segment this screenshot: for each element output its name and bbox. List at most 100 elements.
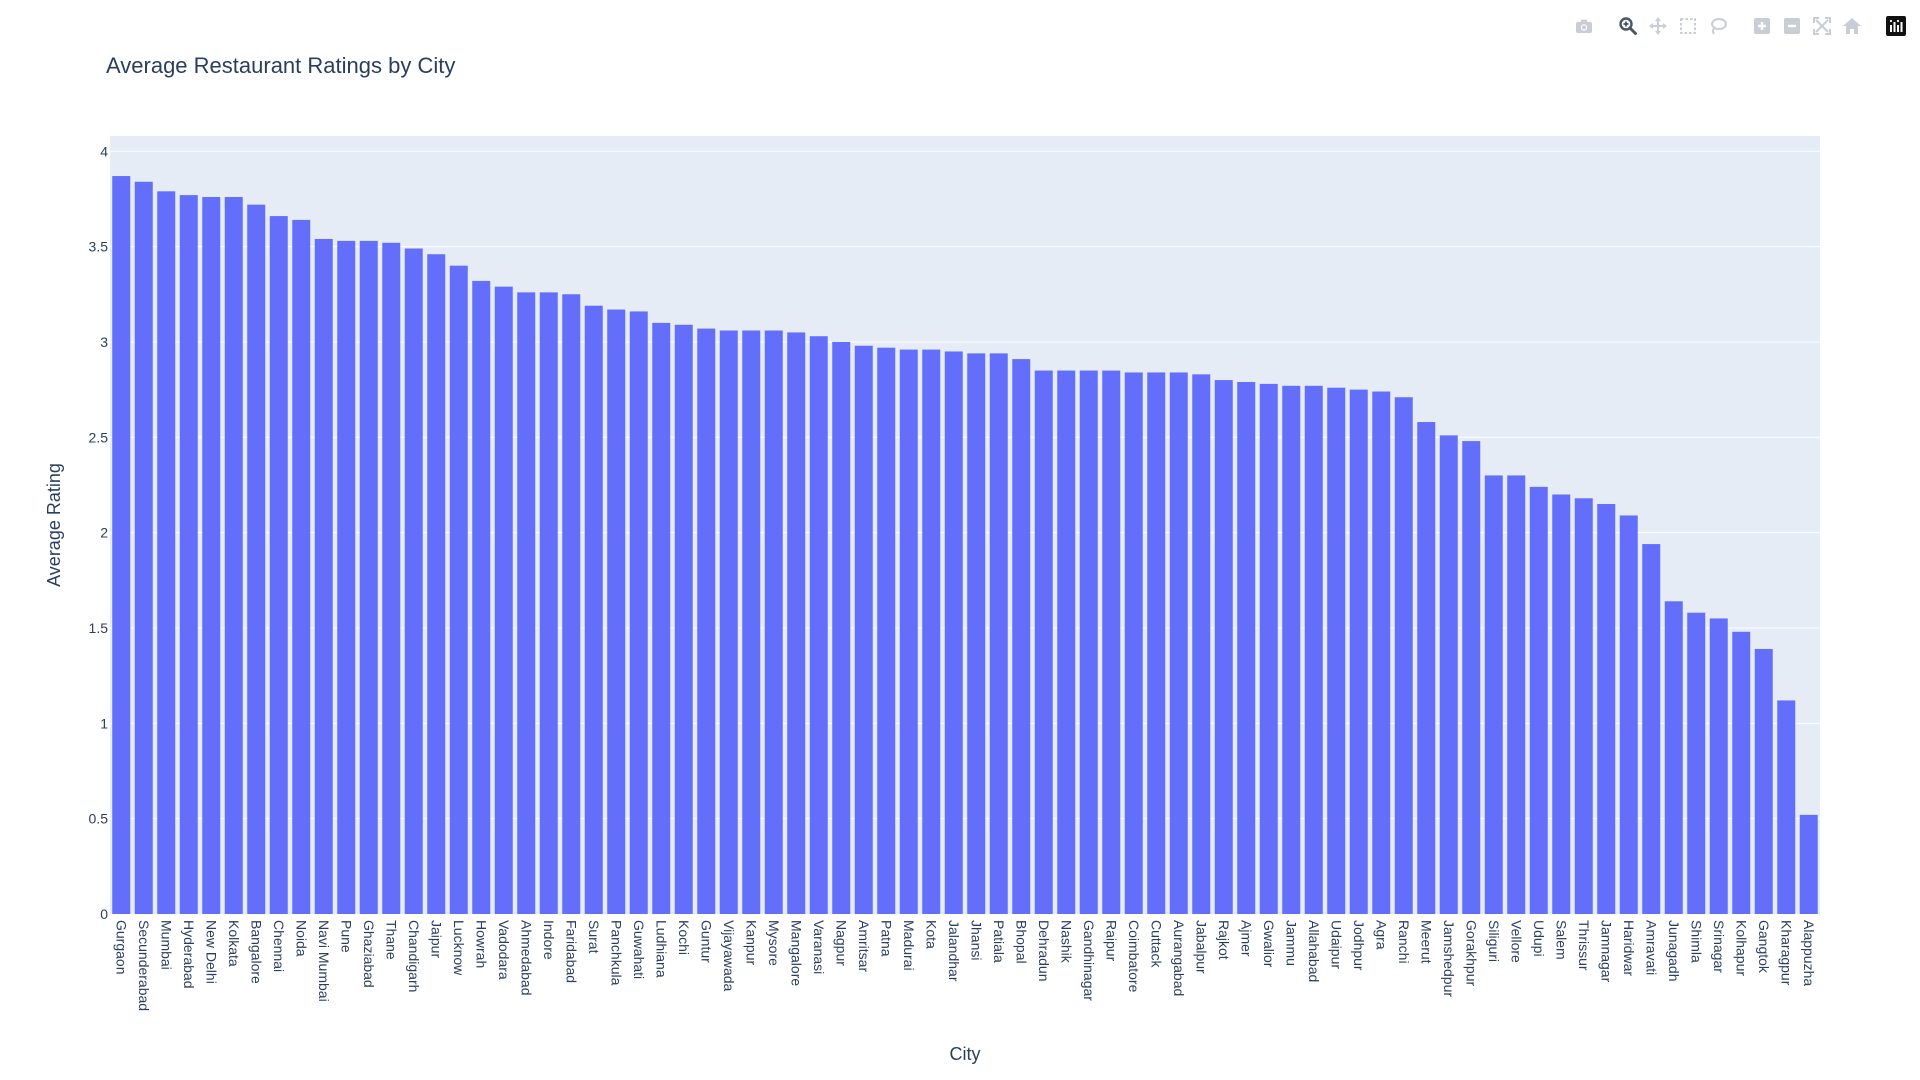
- bar-pune[interactable]: [337, 240, 356, 915]
- bar-jaipur[interactable]: [427, 254, 446, 915]
- bar-shimla[interactable]: [1687, 612, 1706, 914]
- bar-mangalore[interactable]: [787, 332, 806, 914]
- bar-kota[interactable]: [922, 349, 941, 915]
- bar-amritsar[interactable]: [854, 345, 873, 915]
- x-tick-label: Gurgaon: [113, 920, 129, 974]
- x-tick-label: Thrissur: [1576, 920, 1592, 971]
- bar-gangtok[interactable]: [1754, 648, 1773, 914]
- bar-allahabad[interactable]: [1304, 385, 1323, 914]
- bar-kochi[interactable]: [674, 324, 693, 914]
- bar-gwalior[interactable]: [1259, 383, 1278, 914]
- bar-nashik[interactable]: [1057, 370, 1076, 914]
- autoscale-icon[interactable]: [1810, 14, 1834, 38]
- bar-bhopal[interactable]: [1012, 359, 1031, 915]
- bar-rajkot[interactable]: [1214, 380, 1233, 914]
- bar-coimbatore[interactable]: [1124, 372, 1143, 914]
- x-tick-label: Dehradun: [1036, 920, 1052, 982]
- bar-chennai[interactable]: [269, 216, 288, 914]
- bar-mysore[interactable]: [764, 330, 783, 915]
- bar-noida[interactable]: [292, 219, 311, 914]
- bar-kharagpur[interactable]: [1777, 700, 1796, 914]
- bar-raipur[interactable]: [1102, 370, 1121, 914]
- bar-patna[interactable]: [877, 347, 896, 915]
- bar-kolkata[interactable]: [224, 197, 243, 915]
- bar-mumbai[interactable]: [157, 191, 176, 915]
- bar-jhansi[interactable]: [967, 353, 986, 915]
- pan-icon[interactable]: [1646, 14, 1670, 38]
- x-tick-label: Varanasi: [811, 920, 827, 974]
- x-tick-label: Kharagpur: [1778, 920, 1794, 986]
- bar-kanpur[interactable]: [742, 330, 761, 915]
- x-tick-label: Alappuzha: [1801, 920, 1817, 986]
- bar-guwahati[interactable]: [629, 311, 648, 914]
- bar-aurangabad[interactable]: [1169, 372, 1188, 914]
- box-select-icon[interactable]: [1676, 14, 1700, 38]
- bar-kolhapur[interactable]: [1732, 631, 1751, 914]
- x-tick-label: Vellore: [1508, 920, 1524, 963]
- bar-cuttack[interactable]: [1147, 372, 1166, 914]
- zoom-in-icon[interactable]: [1750, 14, 1774, 38]
- bar-ludhiana[interactable]: [652, 322, 671, 914]
- x-tick-label: Indore: [541, 920, 557, 960]
- reset-axes-icon[interactable]: [1840, 14, 1864, 38]
- bar-panchkula[interactable]: [607, 309, 626, 914]
- bar-gandhinagar[interactable]: [1079, 370, 1098, 914]
- plotly-logo-icon[interactable]: [1884, 14, 1908, 38]
- bar-chandigarh[interactable]: [404, 248, 423, 915]
- camera-icon[interactable]: [1572, 14, 1596, 38]
- bar-madurai[interactable]: [899, 349, 918, 915]
- bar-hyderabad[interactable]: [179, 195, 198, 915]
- bar-jalandhar[interactable]: [944, 351, 963, 915]
- bar-nagpur[interactable]: [832, 341, 851, 914]
- bar-ranchi[interactable]: [1394, 397, 1413, 914]
- x-tick-label: Kolkata: [226, 920, 242, 967]
- bar-ahmedabad[interactable]: [517, 292, 536, 914]
- bar-alappuzha[interactable]: [1799, 814, 1818, 914]
- bar-jabalpur[interactable]: [1192, 374, 1211, 914]
- zoom-out-icon[interactable]: [1780, 14, 1804, 38]
- bar-jamnagar[interactable]: [1597, 504, 1616, 914]
- bar-bangalore[interactable]: [247, 204, 266, 914]
- bar-new-delhi[interactable]: [202, 197, 221, 915]
- bar-amravati[interactable]: [1642, 544, 1661, 914]
- bar-patiala[interactable]: [989, 353, 1008, 915]
- bar-salem[interactable]: [1552, 494, 1571, 914]
- x-tick-label: Mumbai: [158, 920, 174, 970]
- bar-haridwar[interactable]: [1619, 515, 1638, 914]
- bar-varanasi[interactable]: [809, 336, 828, 914]
- x-tick-label: Panchkula: [608, 920, 624, 986]
- bar-thane[interactable]: [382, 242, 401, 915]
- bar-howrah[interactable]: [472, 280, 491, 914]
- bar-faridabad[interactable]: [562, 294, 581, 914]
- bar-secunderabad[interactable]: [134, 181, 153, 914]
- bar-jodhpur[interactable]: [1349, 389, 1368, 914]
- bar-ajmer[interactable]: [1237, 381, 1256, 914]
- y-tick-label: 3: [100, 334, 108, 350]
- lasso-icon[interactable]: [1706, 14, 1730, 38]
- bar-jamshedpur[interactable]: [1439, 435, 1458, 914]
- bar-udupi[interactable]: [1529, 486, 1548, 914]
- bar-guntur[interactable]: [697, 328, 716, 914]
- bar-indore[interactable]: [539, 292, 558, 914]
- bar-gurgaon[interactable]: [112, 176, 131, 914]
- bar-dehradun[interactable]: [1034, 370, 1053, 914]
- x-tick-label: Chennai: [271, 920, 287, 972]
- bar-siliguri[interactable]: [1484, 475, 1503, 914]
- zoom-icon[interactable]: [1616, 14, 1640, 38]
- bar-jammu[interactable]: [1282, 385, 1301, 914]
- bar-vellore[interactable]: [1507, 475, 1526, 914]
- bar-navi-mumbai[interactable]: [314, 238, 333, 914]
- bar-vadodara[interactable]: [494, 286, 513, 914]
- y-tick-label: 1.5: [89, 620, 109, 636]
- bar-meerut[interactable]: [1417, 422, 1436, 914]
- bar-thrissur[interactable]: [1574, 498, 1593, 914]
- bar-vijayawada[interactable]: [719, 330, 738, 915]
- bar-lucknow[interactable]: [449, 265, 468, 915]
- bar-srinagar[interactable]: [1709, 618, 1728, 914]
- bar-gorakhpur[interactable]: [1462, 441, 1481, 914]
- bar-junagadh[interactable]: [1664, 601, 1683, 914]
- bar-udaipur[interactable]: [1327, 387, 1346, 914]
- bar-surat[interactable]: [584, 305, 603, 914]
- bar-ghaziabad[interactable]: [359, 240, 378, 915]
- bar-agra[interactable]: [1372, 391, 1391, 914]
